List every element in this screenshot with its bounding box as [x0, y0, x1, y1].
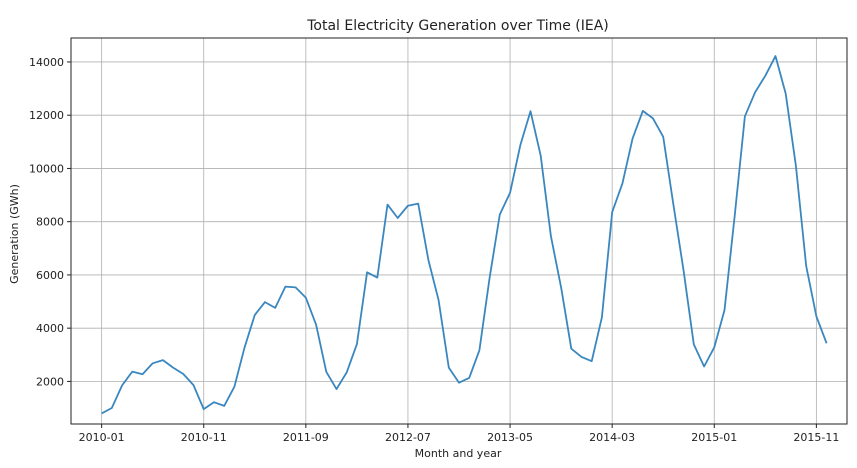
x-tick-label: 2011-09	[283, 431, 329, 444]
y-tick-label: 6000	[36, 269, 64, 282]
y-tick-label: 2000	[36, 375, 64, 388]
series-group	[101, 55, 828, 415]
x-tick-label: 2014-03	[589, 431, 635, 444]
x-tick-label: 2015-11	[793, 431, 839, 444]
y-axis-label: Generation (GWh)	[8, 184, 21, 284]
y-tick-label: 12000	[29, 109, 64, 122]
x-axis: 2010-01 2010-11 2011-09 2012-07 2013-05 2014-…	[79, 424, 839, 444]
x-tick-label: 2012-07	[385, 431, 431, 444]
x-axis-label: Month and year	[415, 447, 502, 460]
plot-frame	[70, 37, 848, 425]
x-tick-label: 2010-11	[181, 431, 227, 444]
grid-lines	[71, 38, 847, 424]
series-line	[101, 55, 828, 415]
y-tick-label: 8000	[36, 216, 64, 229]
chart-title: Total Electricity Generation over Time (…	[306, 18, 609, 34]
y-tick-label: 14000	[29, 56, 64, 69]
x-tick-label: 2013-05	[487, 431, 533, 444]
y-axis: 2000 4000 6000 8000 10000 12000 14000	[29, 56, 71, 388]
x-tick-label: 2015-01	[691, 431, 737, 444]
x-tick-label: 2010-01	[79, 431, 125, 444]
y-tick-label: 4000	[36, 322, 64, 335]
y-tick-label: 10000	[29, 162, 64, 175]
